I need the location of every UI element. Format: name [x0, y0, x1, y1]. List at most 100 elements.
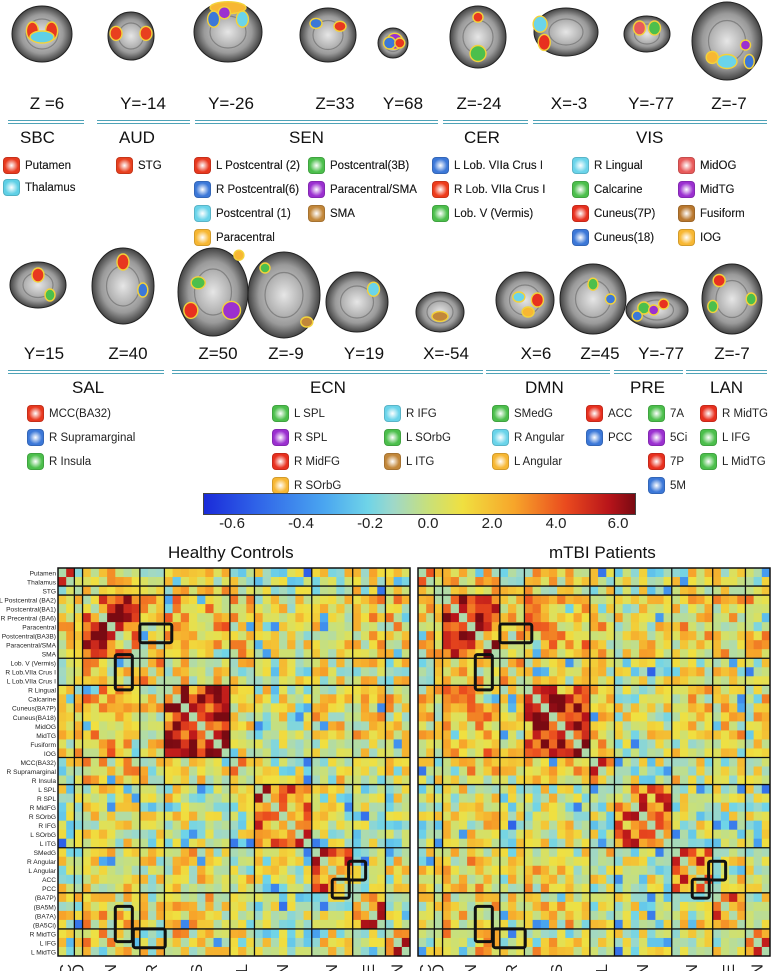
heatmap-cell — [606, 640, 615, 650]
heatmap-cell — [524, 658, 534, 668]
heatmap-cell — [589, 856, 599, 867]
heatmap-cell — [483, 757, 493, 767]
heatmap-cell — [614, 604, 624, 614]
heatmap-cell — [745, 865, 755, 876]
highlight-box — [491, 927, 527, 950]
heatmap-cell — [573, 775, 583, 785]
heatmap-cell — [98, 856, 108, 867]
coordinate-label: Z=33 — [315, 94, 355, 113]
heatmap-cell — [401, 577, 411, 587]
heatmap-cell — [434, 694, 443, 704]
heatmap-cell — [630, 919, 640, 930]
heatmap-cell — [270, 730, 280, 740]
legend-label: SMA — [330, 207, 355, 220]
heatmap-cell — [328, 820, 337, 831]
heatmap-cell — [688, 829, 697, 840]
heatmap-cell — [352, 928, 362, 939]
heatmap-cell — [606, 937, 615, 948]
heatmap-cell — [483, 883, 493, 894]
heatmap-cell — [565, 703, 574, 713]
heatmap-cell — [311, 865, 321, 876]
heatmap-cell — [213, 829, 223, 840]
row-label: SMA — [42, 652, 57, 659]
heatmap-cell — [483, 829, 493, 840]
heatmap-cell — [516, 775, 525, 785]
heatmap-cell — [270, 793, 280, 804]
heatmap-cell — [369, 883, 378, 894]
heatmap-cell — [205, 793, 214, 804]
heatmap-cell — [557, 946, 566, 957]
heatmap-cell — [450, 793, 460, 804]
heatmap-cell — [303, 730, 313, 740]
heatmap-cell — [450, 631, 460, 641]
heatmap-cell — [606, 802, 615, 813]
heatmap-cell — [172, 784, 182, 794]
heatmap-cell — [720, 892, 730, 903]
heatmap-cell — [360, 928, 370, 939]
heatmap-cell — [205, 910, 214, 921]
legend-swatch — [308, 205, 325, 222]
heatmap-cell — [540, 820, 550, 831]
heatmap-cell — [704, 739, 714, 749]
heatmap-cell — [516, 928, 525, 939]
heatmap-cell — [336, 739, 345, 749]
heatmap-cell — [622, 613, 632, 623]
heatmap-cell — [761, 676, 771, 686]
heatmap-cell — [688, 928, 697, 939]
heatmap-cell — [442, 676, 452, 686]
heatmap-cell — [66, 874, 75, 885]
heatmap-cell — [58, 874, 67, 885]
heatmap-cell — [508, 568, 517, 578]
heatmap-cell — [369, 802, 378, 813]
heatmap-cell — [115, 910, 124, 921]
heatmap-cell — [58, 856, 67, 867]
heatmap-cell — [442, 901, 452, 912]
heatmap-cell — [164, 838, 174, 849]
heatmap-cell — [639, 874, 648, 885]
heatmap-cell — [491, 613, 501, 623]
heatmap-cell — [622, 856, 632, 867]
heatmap-cell — [66, 820, 75, 831]
heatmap-cell — [589, 685, 599, 695]
brain-slice — [325, 271, 389, 333]
heatmap-cell — [66, 622, 75, 632]
heatmap-cell — [745, 946, 755, 957]
heatmap-cell — [565, 757, 574, 767]
heatmap-cell — [270, 856, 280, 867]
heatmap-cell — [295, 586, 304, 596]
heatmap-cell — [123, 820, 133, 831]
heatmap-cell — [712, 748, 722, 758]
heatmap-cell — [262, 595, 272, 605]
heatmap-cell — [524, 739, 534, 749]
heatmap-cell — [352, 820, 362, 831]
network-axis-label: ECN — [275, 964, 292, 971]
heatmap-cell — [671, 604, 681, 614]
heatmap-cell — [753, 874, 763, 885]
heatmap-cell — [311, 883, 321, 894]
heatmap-cell — [197, 577, 206, 587]
heatmap-cell — [434, 631, 443, 641]
heatmap-cell — [156, 937, 165, 948]
heatmap-cell — [107, 793, 116, 804]
network-axis-label: SBC — [58, 964, 75, 971]
heatmap-cell — [401, 892, 411, 903]
heatmap-cell — [98, 883, 108, 894]
network-axis-label: SAL — [234, 964, 251, 971]
heatmap-cell — [524, 604, 534, 614]
heatmap-cell — [622, 928, 632, 939]
heatmap-cell — [614, 739, 624, 749]
heatmap-cell — [197, 658, 206, 668]
heatmap-cell — [213, 712, 223, 722]
heatmap-cell — [115, 658, 124, 668]
heatmap-cell — [221, 928, 231, 939]
heatmap-cell — [663, 793, 673, 804]
heatmap-cell — [66, 577, 75, 587]
heatmap-cell — [516, 622, 525, 632]
heatmap-cell — [598, 820, 607, 831]
heatmap-cell — [729, 595, 738, 605]
heatmap-cell — [107, 604, 116, 614]
heatmap-cell — [696, 667, 705, 677]
heatmap-cell — [139, 856, 149, 867]
heatmap-cell — [508, 604, 517, 614]
heatmap-cell — [385, 649, 395, 659]
